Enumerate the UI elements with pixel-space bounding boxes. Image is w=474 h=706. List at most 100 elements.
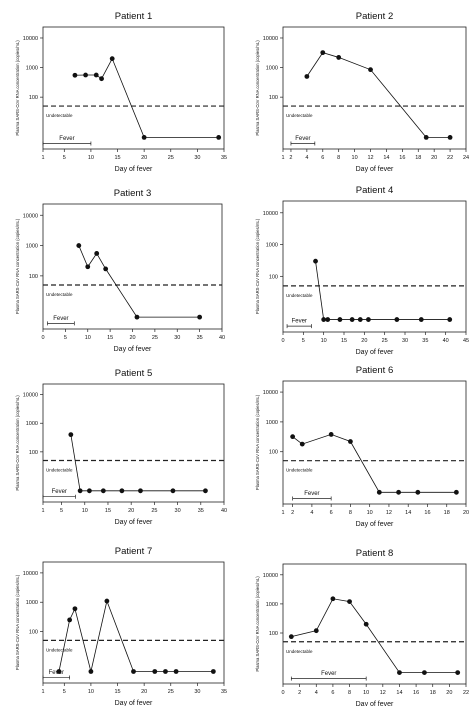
x-tick-label: 1 <box>41 155 44 161</box>
fever-label: Fever <box>59 136 74 142</box>
fever-label: Fever <box>53 316 68 322</box>
data-point <box>368 67 373 73</box>
data-point <box>418 317 424 322</box>
y-tick-label: 1000 <box>26 244 38 250</box>
x-tick-label: 30 <box>402 338 408 344</box>
plot-frame <box>282 26 467 150</box>
chart-panel-4: Patient 4 100 1000 10000 0 5 10 15 20 25 30 35 40 45 D… <box>255 185 469 356</box>
data-point <box>173 669 179 674</box>
x-tick-label: 2 <box>298 690 301 696</box>
data-point <box>99 76 104 82</box>
x-tick-label: 18 <box>444 510 450 516</box>
fever-label: Fever <box>49 670 64 676</box>
x-tick-label: 6 <box>331 690 334 696</box>
plot-frame <box>282 563 467 685</box>
data-point <box>423 135 429 140</box>
series-line <box>74 57 219 138</box>
data-point <box>68 432 74 438</box>
x-tick-label: 15 <box>114 689 120 695</box>
x-tick-label: 18 <box>415 155 421 161</box>
data-point <box>366 317 371 322</box>
fever-label: Fever <box>304 491 319 497</box>
data-point <box>337 317 343 322</box>
x-tick-label: 15 <box>114 155 120 161</box>
x-tick-label: 14 <box>383 155 389 161</box>
x-axis-label: Day of fever <box>114 346 152 353</box>
data-point <box>330 596 336 602</box>
data-point <box>88 669 94 674</box>
x-tick-label: 35 <box>422 338 428 344</box>
y-tick-label: 100 <box>29 274 38 280</box>
data-point <box>87 488 92 494</box>
x-tick-label: 12 <box>367 155 373 161</box>
data-point <box>447 135 453 140</box>
chart-title: Patient 1 <box>115 11 153 22</box>
x-tick-label: 15 <box>105 508 111 514</box>
series-line <box>70 434 206 492</box>
plot-frame <box>42 383 225 503</box>
data-point <box>109 56 115 62</box>
data-point <box>197 314 203 320</box>
data-point <box>299 441 305 447</box>
data-point <box>163 669 168 674</box>
data-point <box>93 72 99 78</box>
x-tick-label: 24 <box>463 155 469 161</box>
x-tick-label: 14 <box>396 690 402 696</box>
fever-label: Fever <box>321 671 336 677</box>
x-tick-label: 20 <box>431 155 437 161</box>
y-tick-label: 100 <box>269 450 278 456</box>
x-tick-label: 4 <box>315 690 318 696</box>
data-point <box>455 670 461 675</box>
x-tick-label: 30 <box>194 155 200 161</box>
x-tick-label: 45 <box>463 338 469 344</box>
data-point <box>397 670 402 675</box>
x-tick-label: 1 <box>41 508 44 514</box>
data-point <box>141 135 147 140</box>
y-tick-label: 10000 <box>263 573 278 579</box>
x-axis-label: Day of fever <box>356 521 394 528</box>
x-tick-label: 10 <box>88 689 94 695</box>
chart-title: Patient 4 <box>356 185 394 196</box>
x-tick-label: 6 <box>330 510 333 516</box>
data-point <box>103 266 109 272</box>
x-axis-label: Day of fever <box>115 166 153 173</box>
y-tick-label: 10000 <box>263 211 278 217</box>
data-point <box>76 243 82 248</box>
fever-label: Fever <box>295 136 310 142</box>
x-tick-label: 10 <box>82 508 88 514</box>
x-tick-label: 0 <box>281 338 284 344</box>
x-tick-label: 15 <box>341 338 347 344</box>
x-tick-label: 8 <box>348 690 351 696</box>
threshold-label: Undetectable <box>286 468 313 473</box>
data-point <box>203 488 208 494</box>
x-tick-label: 35 <box>197 335 203 341</box>
x-tick-label: 25 <box>382 338 388 344</box>
plot-frame <box>42 26 225 150</box>
data-point <box>328 432 334 437</box>
data-point <box>83 72 88 78</box>
chart-title: Patient 5 <box>115 368 153 379</box>
x-tick-label: 16 <box>399 155 405 161</box>
x-tick-label: 10 <box>363 690 369 696</box>
y-tick-label: 1000 <box>266 243 278 249</box>
x-tick-label: 2 <box>291 510 294 516</box>
y-tick-label: 10000 <box>263 390 278 396</box>
x-tick-label: 20 <box>141 155 147 161</box>
x-tick-label: 4 <box>305 155 308 161</box>
data-point <box>349 317 355 322</box>
data-point <box>104 598 110 604</box>
x-tick-label: 0 <box>281 690 284 696</box>
data-point <box>77 488 83 494</box>
y-tick-label: 100 <box>269 95 278 101</box>
x-tick-label: 20 <box>446 690 452 696</box>
series-line <box>291 598 458 673</box>
data-point <box>72 606 78 612</box>
threshold-label: Undetectable <box>286 113 313 118</box>
x-tick-label: 10 <box>85 335 91 341</box>
x-tick-label: 1 <box>281 155 284 161</box>
y-axis-label: Plasma SARS-CoV RNA concentration (copie… <box>255 218 260 314</box>
threshold-label: Undetectable <box>46 292 73 297</box>
plot-frame <box>282 200 467 333</box>
y-tick-label: 1000 <box>266 602 278 608</box>
